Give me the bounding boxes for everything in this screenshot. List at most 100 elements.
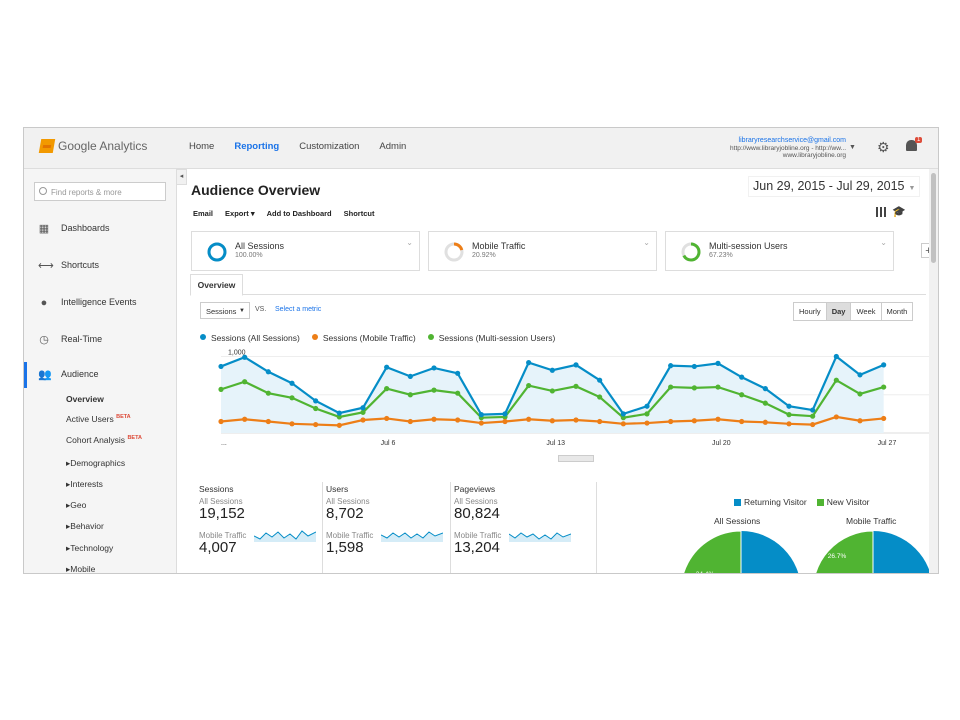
data-point[interactable]	[691, 363, 697, 370]
data-point[interactable]	[242, 354, 248, 360]
select-metric-link[interactable]: Select a metric	[275, 306, 322, 313]
data-point[interactable]	[526, 382, 532, 389]
account-switcher[interactable]: libraryresearchservice@gmail.com http://…	[686, 137, 846, 160]
shortcut-button[interactable]: Shortcut	[343, 209, 375, 218]
subnav-active-users[interactable]: Active Users BETA	[66, 414, 131, 424]
legend-item[interactable]: Sessions (Multi-session Users)	[427, 333, 555, 343]
data-point[interactable]	[289, 395, 295, 401]
qr-code-icon[interactable]	[876, 207, 886, 217]
sidebar-item-intelligence-events[interactable]: ● Intelligence Events	[24, 294, 176, 314]
data-point[interactable]	[597, 394, 603, 400]
data-point[interactable]	[407, 392, 413, 398]
data-point[interactable]	[218, 363, 224, 370]
data-point[interactable]	[431, 416, 437, 422]
data-point[interactable]	[691, 385, 697, 391]
scrollbar[interactable]	[929, 169, 938, 573]
data-point[interactable]	[762, 400, 768, 406]
segment-all-sessions[interactable]: All Sessions 100.00% ⌄	[191, 231, 420, 271]
metric-select[interactable]: Sessions ▼	[200, 302, 250, 319]
bell-icon[interactable]	[906, 140, 917, 151]
segment-multi-session-users[interactable]: Multi-session Users 67.23% ⌄	[665, 231, 894, 271]
data-point[interactable]	[549, 367, 555, 373]
data-point[interactable]	[762, 386, 768, 392]
stat-sessions[interactable]: Sessions All Sessions 19,152 Mobile Traf…	[199, 484, 319, 556]
data-point[interactable]	[265, 418, 271, 425]
legend-item[interactable]: Returning Visitor	[734, 497, 807, 507]
data-point[interactable]	[218, 386, 224, 392]
chevron-down-icon[interactable]: ⌄	[643, 238, 650, 247]
data-point[interactable]	[573, 362, 579, 368]
chevron-down-icon[interactable]: ⌄	[880, 238, 887, 247]
add-to-dashboard-button[interactable]: Add to Dashboard	[266, 209, 332, 218]
data-point[interactable]	[502, 411, 508, 417]
nav-reporting[interactable]: Reporting	[234, 141, 280, 152]
data-point[interactable]	[786, 421, 792, 427]
data-point[interactable]	[644, 411, 650, 417]
data-point[interactable]	[881, 362, 887, 368]
subnav-cohort-analysis[interactable]: Cohort Analysis BETA	[66, 435, 142, 445]
data-point[interactable]	[833, 353, 839, 360]
data-point[interactable]	[407, 373, 413, 379]
data-point[interactable]	[810, 407, 816, 413]
account-dropdown-icon[interactable]: ▼	[849, 144, 856, 151]
date-range-picker[interactable]: Jun 29, 2015 - Jul 29, 2015 ▼	[748, 176, 921, 197]
scrollbar-thumb[interactable]	[931, 173, 936, 263]
export-button[interactable]: Export ▾	[225, 209, 255, 218]
data-point[interactable]	[881, 415, 887, 422]
data-point[interactable]	[478, 420, 484, 426]
chevron-down-icon[interactable]: ⌄	[406, 238, 413, 247]
data-point[interactable]	[360, 405, 366, 411]
visitor-pie-charts[interactable]: 34.4% 26.7%	[676, 529, 938, 573]
data-point[interactable]	[289, 380, 295, 386]
data-point[interactable]	[431, 387, 437, 393]
data-point[interactable]	[739, 374, 745, 380]
data-point[interactable]	[336, 414, 342, 420]
data-point[interactable]	[407, 418, 413, 425]
data-point[interactable]	[336, 422, 342, 428]
pie-slice-new[interactable]	[813, 530, 874, 573]
data-point[interactable]	[833, 377, 839, 383]
data-point[interactable]	[384, 364, 390, 370]
data-point[interactable]	[265, 369, 271, 375]
data-point[interactable]	[597, 377, 603, 383]
data-point[interactable]	[313, 398, 319, 404]
data-point[interactable]	[715, 360, 721, 366]
data-point[interactable]	[644, 420, 650, 426]
data-point[interactable]	[289, 421, 295, 427]
data-point[interactable]	[644, 403, 650, 409]
data-point[interactable]	[502, 418, 508, 425]
subnav-mobile[interactable]: ▸Mobile	[66, 564, 95, 573]
data-point[interactable]	[857, 372, 863, 378]
data-point[interactable]	[810, 421, 816, 428]
data-point[interactable]	[881, 384, 887, 390]
day-button[interactable]: Day	[825, 302, 852, 321]
logo[interactable]: Google Analytics	[38, 139, 147, 153]
nav-admin[interactable]: Admin	[379, 141, 407, 152]
data-point[interactable]	[739, 418, 745, 425]
data-point[interactable]	[431, 365, 437, 371]
data-point[interactable]	[526, 360, 532, 366]
data-point[interactable]	[857, 391, 863, 397]
data-point[interactable]	[455, 390, 461, 396]
collapse-sidebar-button[interactable]: ◂	[176, 169, 187, 185]
week-button[interactable]: Week	[850, 302, 882, 321]
data-point[interactable]	[360, 409, 366, 415]
data-point[interactable]	[218, 418, 224, 425]
data-point[interactable]	[668, 418, 674, 425]
hourly-button[interactable]: Hourly	[793, 302, 827, 321]
stat-pageviews[interactable]: Pageviews All Sessions 80,824 Mobile Tra…	[454, 484, 574, 556]
data-point[interactable]	[833, 414, 839, 420]
data-point[interactable]	[313, 405, 319, 412]
data-point[interactable]	[715, 416, 721, 422]
sidebar-item-audience[interactable]: 👥 Audience	[24, 362, 179, 388]
data-point[interactable]	[455, 417, 461, 423]
email-button[interactable]: Email	[193, 209, 214, 218]
data-point[interactable]	[739, 392, 745, 398]
sidebar-item-dashboards[interactable]: ▦ Dashboards	[24, 220, 176, 240]
pie-slice-new[interactable]	[681, 530, 742, 573]
subnav-interests[interactable]: ▸Interests	[66, 479, 103, 490]
data-point[interactable]	[786, 412, 792, 418]
nav-home[interactable]: Home	[189, 141, 215, 152]
data-point[interactable]	[620, 411, 626, 417]
